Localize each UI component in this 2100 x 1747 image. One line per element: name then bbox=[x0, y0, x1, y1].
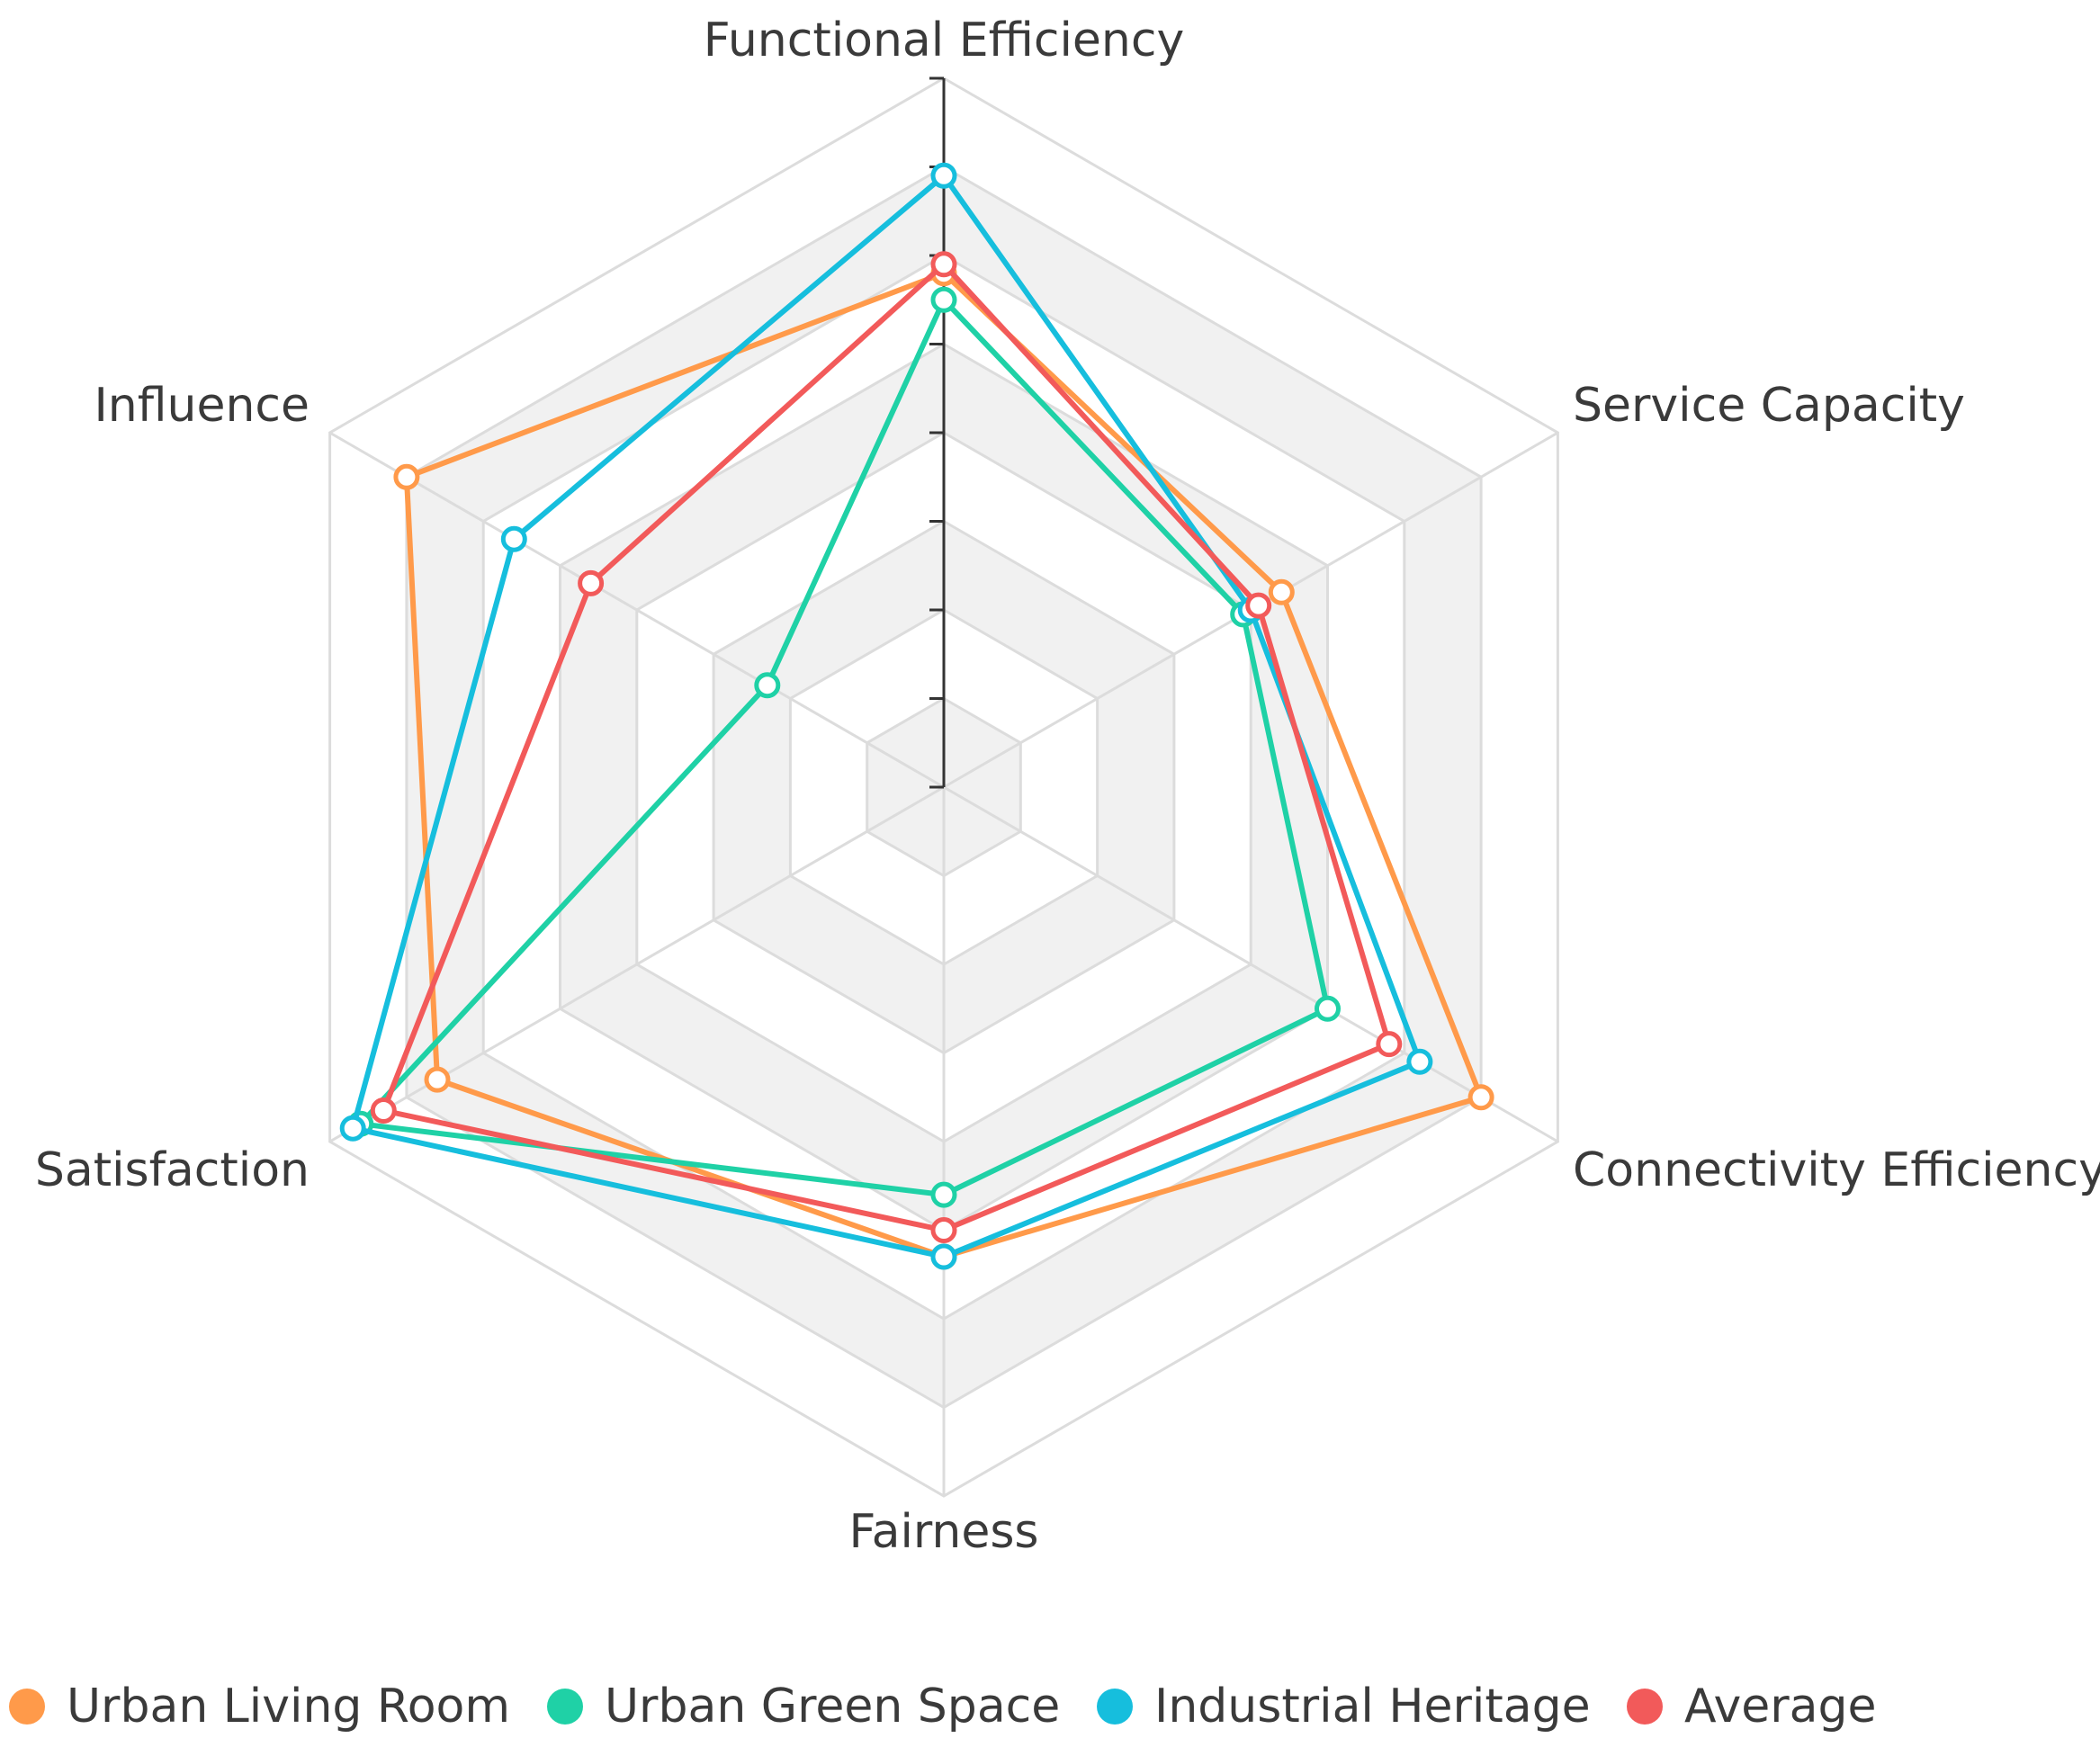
data-point[interactable] bbox=[500, 525, 527, 552]
legend-label: Industrial Heritage bbox=[1154, 1680, 1591, 1734]
data-point[interactable] bbox=[1268, 578, 1295, 605]
data-point[interactable] bbox=[578, 569, 605, 596]
data-point[interactable] bbox=[1406, 1048, 1433, 1075]
data-point[interactable] bbox=[930, 1181, 957, 1208]
scale-axis bbox=[929, 76, 946, 789]
axis-label-functional-efficiency: Functional Efficiency bbox=[704, 13, 1185, 67]
axis-spoke bbox=[328, 431, 945, 789]
data-point[interactable] bbox=[930, 1243, 957, 1270]
data-point[interactable] bbox=[1315, 995, 1341, 1022]
data-point[interactable] bbox=[393, 463, 420, 490]
legend-swatch bbox=[547, 1689, 583, 1725]
data-point[interactable] bbox=[424, 1066, 451, 1093]
data-point[interactable] bbox=[1467, 1084, 1494, 1111]
data-point[interactable] bbox=[930, 162, 957, 189]
legend-label: Average bbox=[1684, 1680, 1877, 1734]
axis-label-service-capacity: Service Capacity bbox=[1573, 379, 1965, 433]
data-point[interactable] bbox=[930, 251, 957, 278]
legend-label: Urban Living Room bbox=[67, 1680, 511, 1734]
legend-label: Urban Green Space bbox=[605, 1680, 1061, 1734]
series-layer bbox=[339, 162, 1494, 1270]
data-point[interactable] bbox=[1376, 1031, 1403, 1058]
legend-swatch bbox=[9, 1689, 45, 1725]
axis-labels: Functional Efficiency Service Capacity Con… bbox=[35, 13, 2100, 1559]
legend: Urban Living Room Urban Green Space Indust… bbox=[0, 1675, 2100, 1738]
data-point[interactable] bbox=[339, 1115, 366, 1142]
data-point[interactable] bbox=[930, 286, 957, 313]
axis-label-connectivity-efficiency: Connectivity Efficiency bbox=[1573, 1143, 2100, 1197]
legend-swatch bbox=[1627, 1689, 1663, 1725]
series-average bbox=[370, 251, 1403, 1243]
axis-label-fairness: Fairness bbox=[848, 1505, 1038, 1559]
axis-label-satisfaction: Satisfaction bbox=[35, 1143, 310, 1197]
axis-spoke bbox=[943, 785, 1559, 1143]
data-point[interactable] bbox=[754, 672, 781, 699]
data-point[interactable] bbox=[1245, 592, 1272, 619]
data-point[interactable] bbox=[930, 1217, 957, 1243]
axis-label-influence: Influence bbox=[94, 379, 310, 433]
legend-item-industrial-heritage[interactable]: Industrial Heritage bbox=[1097, 1675, 1591, 1738]
legend-item-urban-living-room[interactable]: Urban Living Room bbox=[9, 1675, 510, 1738]
data-point[interactable] bbox=[370, 1097, 397, 1124]
legend-item-urban-green-space[interactable]: Urban Green Space bbox=[547, 1675, 1060, 1738]
legend-swatch bbox=[1097, 1689, 1133, 1725]
legend-item-average[interactable]: Average bbox=[1627, 1675, 1877, 1738]
